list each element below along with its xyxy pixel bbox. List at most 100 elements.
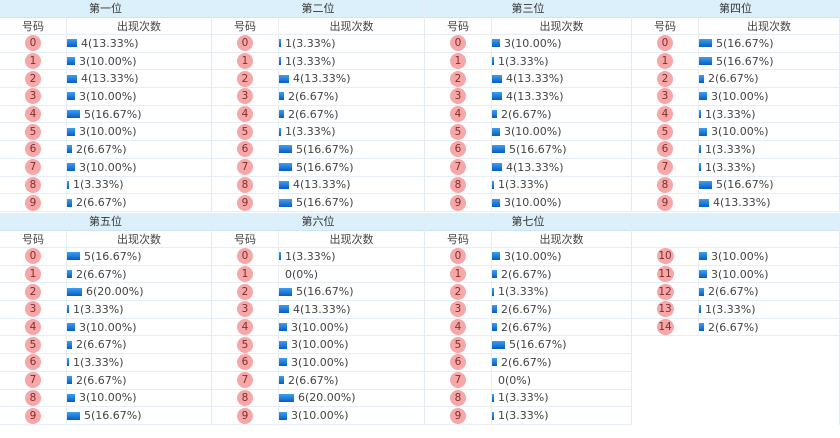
number-ball: 5 (657, 123, 673, 140)
table-row: 6 5(16.67%) (212, 141, 424, 159)
count-cell: 3(10.00%) (67, 319, 211, 336)
count-cell: 0(0%) (492, 372, 631, 389)
number-cell: 10 (632, 248, 699, 265)
count-cell: 1(3.33%) (67, 177, 211, 194)
count-cell: 4(13.33%) (279, 177, 424, 194)
number-ball: 2 (237, 283, 253, 300)
frequency-bar (67, 411, 80, 420)
count-cell: 3(10.00%) (67, 88, 211, 105)
number-ball: 6 (25, 141, 41, 158)
count-label: 1(3.33%) (285, 249, 336, 263)
number-ball: 2 (657, 70, 673, 87)
count-cell: 2(6.67%) (492, 106, 631, 123)
number-ball: 1 (25, 53, 41, 70)
table-row: 7 2(6.67%) (212, 371, 424, 390)
count-label: 2(6.67%) (708, 285, 759, 299)
table-row: 10 3(10.00%) (632, 248, 839, 266)
table-row: 4 2(6.67%) (212, 105, 424, 124)
count-cell: 3(10.00%) (699, 88, 839, 105)
count-cell: 5(16.67%) (699, 177, 839, 194)
number-cell: 0 (632, 35, 699, 52)
column-header-count: 出现次数 (329, 232, 374, 246)
number-ball: 2 (450, 70, 466, 87)
frequency-bar (699, 39, 712, 48)
number-ball: 1 (237, 53, 253, 70)
number-cell: 1 (632, 52, 699, 70)
count-cell: 3(10.00%) (279, 354, 424, 371)
count-cell: 3(10.00%) (67, 390, 211, 407)
count-cell: 1(3.33%) (279, 123, 424, 140)
count-cell: 1(3.33%) (492, 390, 631, 407)
count-cell: 2(6.67%) (67, 266, 211, 283)
column-header-row (632, 231, 839, 248)
number-cell: 3 (0, 301, 67, 318)
count-cell: 0(0%) (279, 266, 424, 283)
count-cell: 2(6.67%) (699, 319, 839, 336)
count-label: 1(3.33%) (705, 107, 756, 121)
number-cell: 7 (0, 158, 67, 176)
count-cell: 3(10.00%) (279, 319, 424, 336)
number-ball: 4 (657, 106, 673, 123)
column-header-count: 出现次数 (747, 19, 791, 33)
count-cell: 2(6.67%) (699, 283, 839, 300)
count-cell: 1(3.33%) (492, 177, 631, 194)
number-ball: 8 (237, 389, 253, 406)
column-header-row: 号码 出现次数 (0, 231, 211, 248)
table-row: 0 3(10.00%) (425, 248, 631, 266)
count-label: 5(16.67%) (296, 160, 354, 174)
number-ball: 0 (237, 35, 253, 52)
group-title: 第五位 (0, 213, 211, 231)
table-row: 0 3(10.00%) (425, 35, 631, 53)
number-cell: 3 (425, 301, 492, 318)
count-cell: 2(6.67%) (279, 372, 424, 389)
number-cell: 6 (632, 141, 699, 158)
number-ball: 11 (656, 266, 674, 283)
count-label: 1(3.33%) (705, 142, 756, 156)
frequency-bar (67, 340, 72, 349)
number-ball: 4 (237, 319, 253, 336)
column-header-count: 出现次数 (117, 19, 161, 33)
number-cell: 7 (212, 158, 279, 176)
number-ball: 9 (25, 407, 41, 424)
frequency-bar (67, 127, 75, 136)
column-header-row: 号码 出现次数 (0, 18, 211, 35)
number-ball: 8 (450, 176, 466, 193)
count-label: 4(13.33%) (293, 72, 351, 86)
count-cell: 6(20.00%) (279, 390, 424, 407)
stats-section-1: 第一位 号码 出现次数 0 4(13.33%) 1 3(10.00%) 2 4(13.33%) 3… (0, 0, 840, 212)
count-label: 4(13.33%) (293, 302, 351, 316)
number-ball: 5 (450, 123, 466, 140)
count-cell: 3(10.00%) (699, 248, 839, 265)
count-label: 3(10.00%) (711, 125, 769, 139)
table-row: 0 4(13.33%) (0, 35, 211, 53)
number-cell: 5 (0, 123, 67, 141)
frequency-bar (67, 57, 75, 66)
count-cell: 1(3.33%) (699, 301, 839, 318)
table-row: 3 3(10.00%) (632, 88, 839, 106)
frequency-bar (279, 110, 284, 119)
number-cell: 1 (0, 265, 67, 283)
count-label: 2(6.67%) (288, 107, 339, 121)
frequency-bar (67, 198, 72, 207)
number-cell: 6 (212, 354, 279, 371)
frequency-bar (492, 92, 502, 101)
frequency-bar (699, 110, 701, 119)
number-ball: 7 (657, 159, 673, 176)
count-cell: 3(10.00%) (492, 248, 631, 265)
number-cell: 2 (632, 70, 699, 88)
column-header-number: 号码 (212, 231, 279, 247)
number-ball: 8 (25, 176, 41, 193)
table-row: 9 5(16.67%) (212, 194, 424, 212)
count-label: 1(3.33%) (498, 178, 549, 192)
count-label: 3(10.00%) (504, 125, 562, 139)
frequency-bar (492, 39, 500, 48)
number-cell: 5 (425, 336, 492, 354)
frequency-bar (279, 39, 281, 48)
frequency-bar (279, 163, 292, 172)
table-row: 1 2(6.67%) (0, 265, 211, 284)
number-ball: 9 (450, 194, 466, 211)
frequency-bar (67, 270, 72, 279)
count-label: 3(10.00%) (711, 89, 769, 103)
table-row: 6 2(6.67%) (0, 141, 211, 159)
position-group: 第七位 号码 出现次数 0 3(10.00%) 1 2(6.67%) 2 1(3.33%) 3 2(… (425, 213, 632, 425)
